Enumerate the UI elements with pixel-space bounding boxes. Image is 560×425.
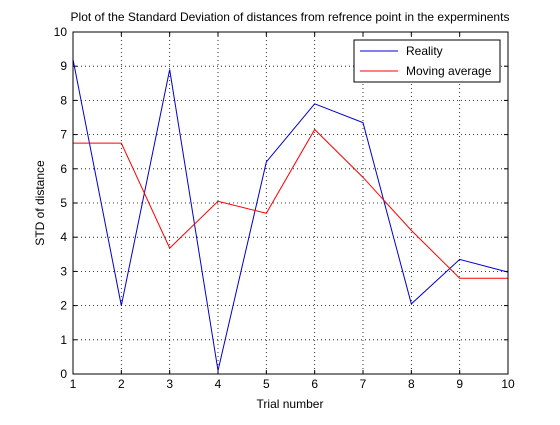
x-tick-label: 10 bbox=[501, 377, 515, 391]
x-tick-label: 8 bbox=[408, 377, 415, 391]
y-tick-label: 10 bbox=[54, 25, 68, 39]
x-tick-label: 6 bbox=[311, 377, 318, 391]
legend-box bbox=[353, 39, 501, 83]
y-tick-label: 3 bbox=[60, 264, 67, 278]
x-tick-label: 1 bbox=[70, 377, 77, 391]
grid-lines bbox=[73, 32, 508, 374]
y-tick-label: 5 bbox=[60, 196, 67, 210]
y-tick-label: 4 bbox=[60, 230, 67, 244]
y-tick-label: 6 bbox=[60, 162, 67, 176]
legend-label-reality: Reality bbox=[406, 44, 443, 58]
y-tick-label: 0 bbox=[60, 367, 67, 381]
x-tick-label: 9 bbox=[456, 377, 463, 391]
x-tick-label: 4 bbox=[215, 377, 222, 391]
legend: Reality Moving average bbox=[353, 39, 501, 83]
x-tick-label: 3 bbox=[166, 377, 173, 391]
y-tick-label: 2 bbox=[60, 299, 67, 313]
plot-area bbox=[73, 32, 508, 374]
chart-title: Plot of the Standard Deviation of distan… bbox=[71, 10, 510, 24]
y-tick-label: 1 bbox=[60, 333, 67, 347]
series-line-reality bbox=[72, 59, 509, 371]
y-tick-label: 8 bbox=[60, 93, 67, 107]
legend-label-moving-average: Moving average bbox=[406, 64, 492, 78]
series-line-moving-average bbox=[73, 128, 508, 279]
x-axis-label: Trial number bbox=[257, 397, 324, 411]
y-tick-label: 7 bbox=[60, 128, 67, 142]
axes-box bbox=[72, 31, 509, 375]
x-tick-label: 5 bbox=[263, 377, 270, 391]
x-tick-label: 2 bbox=[118, 377, 125, 391]
y-axis-label: STD of distance bbox=[33, 160, 47, 246]
x-tick-label: 7 bbox=[360, 377, 367, 391]
y-tick-label: 9 bbox=[60, 59, 67, 73]
